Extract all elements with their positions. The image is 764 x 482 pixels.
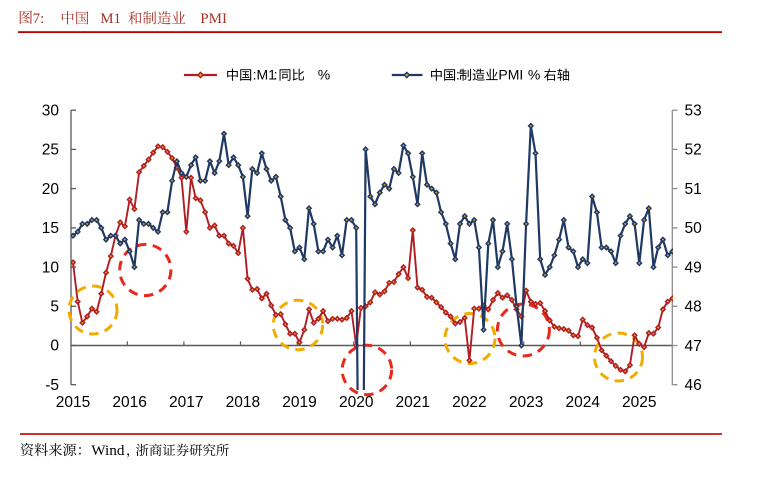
svg-text:2023: 2023 <box>509 394 543 411</box>
svg-text:2021: 2021 <box>396 394 430 411</box>
svg-text:2015: 2015 <box>56 394 90 411</box>
svg-text:2022: 2022 <box>452 394 486 411</box>
svg-text:%: % <box>318 66 330 82</box>
svg-text:0: 0 <box>50 338 59 355</box>
svg-text:15: 15 <box>42 220 59 237</box>
svg-text:25: 25 <box>42 142 59 159</box>
svg-text:46: 46 <box>685 377 702 394</box>
svg-text:20: 20 <box>42 181 60 198</box>
svg-text:2017: 2017 <box>169 394 203 411</box>
svg-text:53: 53 <box>685 103 702 120</box>
svg-text:PMI: PMI <box>200 11 227 27</box>
svg-text:10: 10 <box>42 259 60 276</box>
svg-text:2019: 2019 <box>282 394 316 411</box>
svg-text:Wind: Wind <box>91 442 125 459</box>
svg-text:%: % <box>528 66 540 82</box>
svg-text:2018: 2018 <box>226 394 260 411</box>
svg-text::: : <box>274 66 278 82</box>
svg-text::M1: :M1 <box>253 66 277 82</box>
svg-text:30: 30 <box>42 102 60 119</box>
svg-text::: : <box>456 66 460 82</box>
svg-text:2020: 2020 <box>339 394 374 411</box>
svg-text:49: 49 <box>685 259 702 276</box>
svg-text:47: 47 <box>685 338 702 355</box>
svg-text:5: 5 <box>50 299 59 316</box>
svg-text:2016: 2016 <box>112 394 146 411</box>
svg-text:52: 52 <box>685 142 702 159</box>
svg-text:50: 50 <box>685 220 703 237</box>
svg-text:PMI: PMI <box>498 66 523 82</box>
svg-text:7:: 7: <box>33 11 45 27</box>
svg-text:2025: 2025 <box>622 394 656 411</box>
svg-text:M1: M1 <box>100 11 121 27</box>
svg-text:51: 51 <box>685 181 702 198</box>
svg-text:48: 48 <box>685 299 702 316</box>
svg-text:-5: -5 <box>45 377 59 394</box>
svg-text:2024: 2024 <box>565 394 600 411</box>
